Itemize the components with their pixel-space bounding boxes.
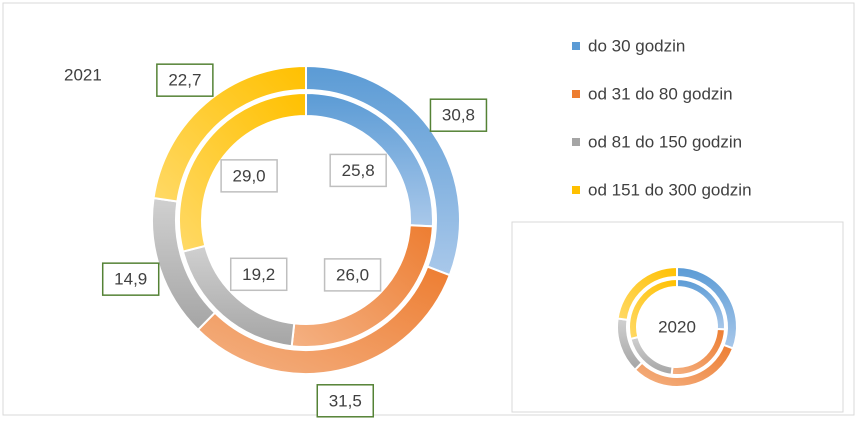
- data-label-box: [429, 98, 488, 132]
- data-label-box: [329, 153, 387, 188]
- data-label: 31,5: [329, 391, 362, 410]
- doughnut-slice: [628, 277, 678, 341]
- data-label: 19,2: [242, 265, 275, 284]
- data-label-box: [316, 384, 375, 418]
- data-label-box: [156, 63, 214, 97]
- data-label: 25,8: [342, 161, 375, 180]
- data-label: 29,0: [233, 166, 266, 185]
- doughnut-slice: [616, 265, 678, 322]
- legend-marker: [572, 42, 580, 50]
- legend-label: od 151 do 300 godzin: [588, 180, 752, 199]
- legend-marker: [572, 138, 580, 146]
- data-label-box: [229, 257, 288, 292]
- doughnut-slice: [178, 91, 307, 253]
- legend-label: od 31 do 80 godzin: [588, 84, 733, 103]
- legend-label: od 81 do 150 godzin: [588, 132, 742, 151]
- series-label: 2021: [64, 65, 102, 84]
- data-label-box: [323, 258, 382, 292]
- data-label-box: [101, 262, 160, 296]
- data-label: 22,7: [168, 71, 201, 90]
- data-label: 30,8: [442, 106, 475, 125]
- data-label-box: [220, 159, 278, 193]
- inset-label: 2020: [658, 317, 696, 336]
- legend-label: do 30 godzin: [588, 36, 685, 55]
- legend-marker: [572, 186, 580, 194]
- data-label: 14,9: [114, 270, 147, 289]
- doughnut-slice: [152, 64, 307, 203]
- legend-marker: [572, 90, 580, 98]
- data-label: 26,0: [336, 265, 369, 284]
